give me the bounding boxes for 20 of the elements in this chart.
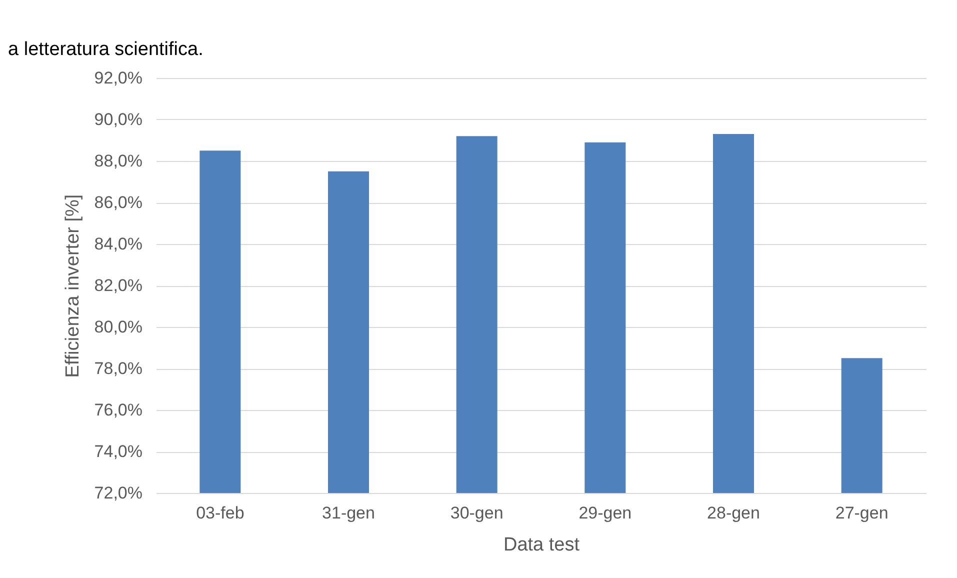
- x-tick-label: 30-gen: [450, 504, 504, 522]
- x-tick-label: 29-gen: [578, 504, 632, 522]
- y-tick-label: 92,0%: [94, 68, 142, 88]
- y-tick-label: 86,0%: [94, 193, 142, 212]
- y-tick-label: 90,0%: [94, 110, 142, 129]
- x-axis-title: Data test: [503, 534, 580, 556]
- y-tick-label: 84,0%: [94, 234, 142, 254]
- y-tick-label: 88,0%: [94, 152, 142, 170]
- x-tick-label: 03-feb: [196, 504, 244, 522]
- x-tick-label: 27-gen: [835, 504, 888, 522]
- y-tick-label: 82,0%: [94, 276, 142, 295]
- y-tick-label: 80,0%: [94, 318, 142, 336]
- y-tick-label: 76,0%: [94, 400, 142, 420]
- y-axis-title: Efficienza inverter [%]: [62, 194, 84, 378]
- y-tick-label: 74,0%: [94, 442, 142, 461]
- x-tick-label: 31-gen: [322, 504, 375, 522]
- y-tick-label: 78,0%: [94, 359, 142, 378]
- text: a letteratura scientifica.: [8, 39, 204, 60]
- y-tick-label: 72,0%: [94, 484, 142, 502]
- x-tick-label: 28-gen: [707, 504, 760, 522]
